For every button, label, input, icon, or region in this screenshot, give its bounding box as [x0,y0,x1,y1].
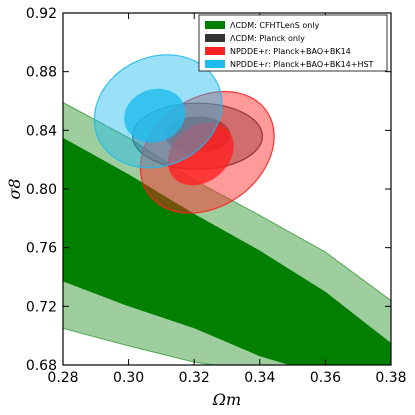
legend-label: NPDDE+r: Planck+BAO+BK14+HST [230,60,374,69]
legend-swatch [205,47,225,55]
legend-swatch [205,21,225,29]
x-tick-label: 0.34 [244,370,275,386]
x-tick-label: 0.38 [375,370,406,386]
legend-label: ΛCDM: Planck only [230,34,305,43]
plot-area [63,54,391,365]
npdde-68-contour [167,122,234,186]
y-axis-label-symbol: σ8 [5,178,24,199]
y-tick-label: 0.72 [26,299,57,315]
x-axis-label: Ωm [212,390,241,409]
legend-label: NPDDE+r: Planck+BAO+BK14 [230,47,351,56]
x-tick-label: 0.30 [113,370,144,386]
legend-label: ΛCDM: CFHTLenS only [230,21,320,30]
tick-labels: 0.28 0.30 0.32 0.34 0.36 0.38 0.68 0.72 0.76 0.80… [26,6,407,386]
x-tick-label: 0.32 [179,370,210,386]
legend: ΛCDM: CFHTLenS only ΛCDM: Planck only NPDD… [198,14,388,72]
legend-swatch [205,60,225,68]
y-tick-label: 0.68 [26,358,57,374]
cfhtlens-68-band [63,137,391,365]
legend-swatch [205,34,225,42]
npdde-hst-68-contour [124,88,186,143]
y-tick-label: 0.84 [26,123,57,139]
y-tick-label: 0.88 [26,65,57,81]
x-tick-label: 0.28 [47,370,78,386]
x-axis-label-symbol: Ωm [212,390,241,409]
axis-ticks [62,12,392,366]
y-tick-label: 0.92 [26,6,57,22]
y-axis-label: σ8 [5,178,24,199]
y-tick-label: 0.76 [26,241,57,257]
legend-box [198,14,388,72]
x-tick-label: 0.36 [310,370,341,386]
y-tick-label: 0.80 [26,182,57,198]
